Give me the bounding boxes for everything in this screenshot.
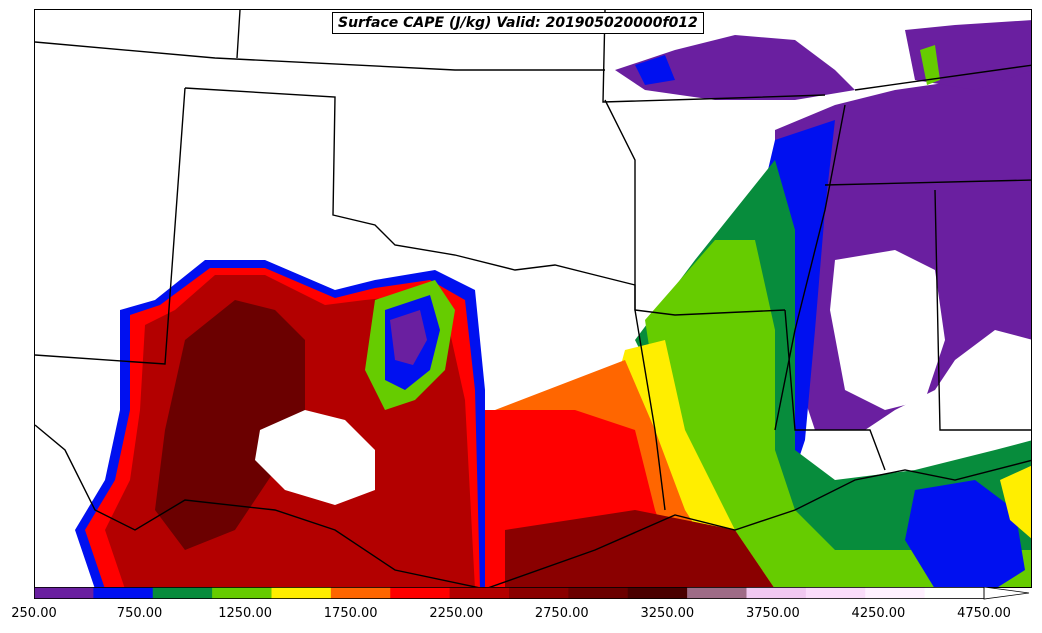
colorbar-extend-arrow: [983, 587, 1030, 600]
colorbar-segment: [152, 587, 213, 599]
map-area: [34, 9, 1032, 588]
boundary-line: [236, 10, 241, 59]
coastline: [488, 459, 1031, 587]
cape-contour-white-east: [830, 250, 945, 410]
colorbar-segment: [449, 587, 510, 599]
boundary-line: [774, 104, 846, 431]
boundary-line: [602, 10, 826, 103]
boundary-line: [634, 309, 666, 511]
colorbar-tick-label: 4750.00: [957, 606, 1011, 621]
cape-fill: [75, 20, 1031, 587]
cape-contour-blue-gulf: [905, 480, 1025, 587]
colorbar-segment: [34, 587, 94, 599]
boundary-line: [934, 189, 1031, 431]
colorbar-tick-label: 4250.00: [851, 606, 906, 621]
boundary-line: [604, 99, 636, 310]
colorbar-segment: [390, 587, 451, 599]
colorbar-segment: [271, 587, 332, 599]
map-title: Surface CAPE (J/kg) Valid: 201905020000f…: [332, 12, 704, 34]
cape-contour-ne-green: [920, 45, 940, 85]
colorbar-tick-label: 3750.00: [745, 606, 800, 621]
cape-contour-north-blue: [635, 55, 675, 85]
cape-contour-gulf-dark: [505, 510, 774, 587]
boundary-line: [854, 64, 1031, 91]
colorbar-segment: [687, 587, 747, 599]
cape-contour-texas-core: [155, 300, 305, 550]
colorbar: [34, 587, 1030, 600]
coastline: [35, 424, 479, 587]
state-boundaries: [35, 10, 1031, 587]
colorbar-segment: [865, 587, 926, 599]
colorbar-segment: [93, 587, 154, 599]
colorbar-tick-label: 3250.00: [640, 606, 695, 621]
boundary-line: [35, 41, 605, 71]
cape-contour-purple-hole: [390, 310, 427, 365]
boundary-line: [784, 309, 886, 471]
cape-contour-north-purple: [615, 35, 855, 100]
colorbar-tick-label: 250.00: [11, 606, 57, 621]
colorbar-tick-label: 1250.00: [218, 606, 272, 621]
colorbar-segment: [330, 587, 391, 599]
cape-map: [35, 10, 1031, 587]
colorbar-segment: [568, 587, 629, 599]
colorbar-tick-label: 1750.00: [323, 606, 378, 621]
colorbar-segment: [805, 587, 866, 599]
colorbar-segment: [627, 587, 688, 599]
boundary-line: [824, 179, 1031, 186]
colorbar-segment: [746, 587, 807, 599]
cape-contour-white-hole: [255, 410, 375, 505]
cape-contour-lightgreen: [645, 240, 1031, 587]
colorbar-border: [34, 587, 985, 599]
colorbar-tick-label: 2250.00: [429, 606, 484, 621]
colorbar-tick-label: 2750.00: [534, 606, 589, 621]
colorbar-tick-label: 750.00: [116, 606, 163, 621]
colorbar-segment: [212, 587, 272, 599]
cape-contour-yellow-gulf: [1000, 465, 1031, 539]
boundary-line: [35, 87, 186, 365]
colorbar-segment: [924, 587, 985, 599]
colorbar-segment: [509, 587, 569, 599]
